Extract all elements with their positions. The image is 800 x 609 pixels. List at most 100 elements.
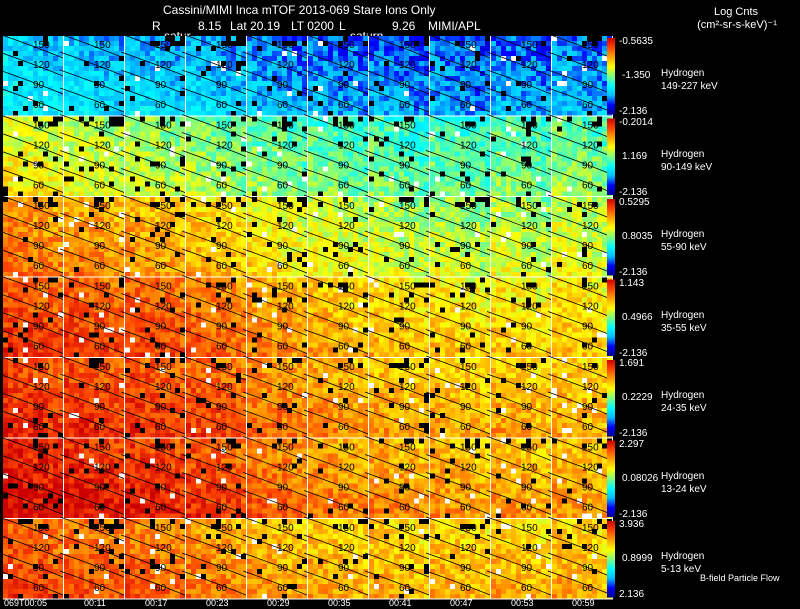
contour-label: 150: [277, 523, 294, 534]
panel-divider: [490, 277, 491, 358]
heatmap-panel: 150 120 90 60: [364, 516, 435, 600]
panel-divider: [124, 438, 125, 519]
contour-line: [486, 87, 557, 115]
heatmap-panel: 150 120 90 60: [120, 114, 191, 197]
contour-line: [364, 150, 435, 177]
contour-label: 150: [33, 282, 50, 293]
contour-label: 60: [460, 181, 472, 192]
contour-line: [425, 33, 496, 61]
heatmap-panel: 150 120 90 60: [181, 33, 252, 117]
contour-line: [364, 51, 435, 79]
contour-line: [120, 132, 191, 159]
contour-line: [364, 293, 435, 320]
contour-label: 150: [33, 121, 50, 132]
colorbar-mid-label: 0.8035: [622, 231, 653, 242]
contour-line: [242, 150, 313, 177]
colorbar-min-label: -2.136: [619, 508, 648, 520]
contour-label: 60: [33, 342, 45, 353]
contour-line: [425, 275, 496, 302]
contour-label: 150: [94, 40, 111, 51]
contour-line: [425, 490, 496, 517]
heatmap-row: 150 120 90 60 150 120 90 60 150 120 90 60 150 120 90 60…: [0, 194, 618, 278]
time-tick-label: 00:41: [389, 598, 412, 608]
contour-label: 90: [460, 322, 472, 333]
contour-line: [181, 329, 252, 356]
contour-label: 120: [33, 221, 50, 232]
contour-line: [425, 230, 496, 258]
heatmap-panel: 150 120 90 60: [303, 33, 374, 117]
panel-divider: [246, 277, 247, 358]
contour-label: 150: [399, 201, 416, 212]
panel-divider: [368, 36, 369, 117]
panel-divider: [490, 438, 491, 519]
contour-line: [59, 454, 130, 481]
contour-label: 150: [277, 40, 294, 51]
contour-label: 60: [521, 342, 533, 353]
contour-label: 150: [155, 443, 172, 454]
heatmap-panel: 150 120 90 60: [242, 114, 313, 197]
contour-line: [303, 355, 374, 383]
heatmap-panel: 150 120 90 60: [181, 436, 252, 519]
heatmap-panel: 150 120 90 60: [303, 194, 374, 278]
panel-divider: [124, 358, 125, 439]
contour-label: 60: [277, 181, 289, 192]
contour-line: [181, 534, 252, 562]
contour-label: 60: [338, 583, 350, 594]
heatmap-panel: 150 120 90 60: [242, 275, 313, 358]
contour-line: [181, 87, 252, 115]
contour-line: [303, 248, 374, 276]
contour-label: 90: [582, 80, 594, 91]
contour-label: 120: [582, 382, 599, 393]
contour-label: 90: [277, 402, 289, 413]
species-label: Hydrogen: [661, 68, 705, 79]
contour-label: 150: [338, 282, 355, 293]
contour-label: 60: [94, 583, 106, 594]
plot-title: Cassini/MIMI Inca mTOF 2013-069 Stare Io…: [163, 3, 436, 17]
panel-divider: [307, 277, 308, 358]
contour-line: [181, 373, 252, 401]
contour-line: [486, 490, 557, 517]
contour-line: [425, 150, 496, 177]
panel-divider: [551, 116, 552, 197]
panel-divider: [63, 277, 64, 358]
contour-line: [486, 69, 557, 97]
contour-line: [0, 436, 69, 463]
contour-label: 120: [521, 302, 538, 313]
contour-label: 60: [155, 503, 167, 514]
contour-line: [303, 150, 374, 177]
panel-divider: [551, 277, 552, 358]
contour-label: 90: [460, 241, 472, 252]
contour-label: 90: [338, 483, 350, 494]
contour-label: 120: [155, 543, 172, 554]
contour-label: 60: [216, 261, 228, 272]
contour-label: 90: [521, 322, 533, 333]
contour-label: 150: [521, 443, 538, 454]
contour-label: 120: [94, 463, 111, 474]
heatmap-panel: 150 120 90 60: [181, 275, 252, 358]
heatmap-panel: 150 120 90 60: [364, 355, 435, 439]
contour-label: 120: [582, 463, 599, 474]
panel-divider: [124, 197, 125, 278]
contour-label: 90: [94, 563, 106, 574]
contour-label: 90: [399, 563, 411, 574]
contour-label: 90: [338, 80, 350, 91]
contour-label: 60: [582, 261, 594, 272]
contour-line: [59, 33, 130, 61]
contour-label: 90: [460, 563, 472, 574]
contour-label: 120: [216, 543, 233, 554]
contour-line: [425, 373, 496, 401]
contour-line: [425, 552, 496, 580]
contour-label: 60: [338, 342, 350, 353]
contour-line: [242, 490, 313, 517]
panel-divider: [246, 358, 247, 439]
contour-label: 120: [460, 543, 477, 554]
contour-line: [242, 168, 313, 195]
contour-line: [59, 534, 130, 562]
contour-label: 120: [155, 382, 172, 393]
contour-line: [425, 132, 496, 159]
panel-divider: [490, 36, 491, 117]
contour-line: [0, 472, 69, 499]
contour-line: [303, 275, 374, 302]
contour-line: [181, 293, 252, 320]
panel-divider: [63, 197, 64, 278]
